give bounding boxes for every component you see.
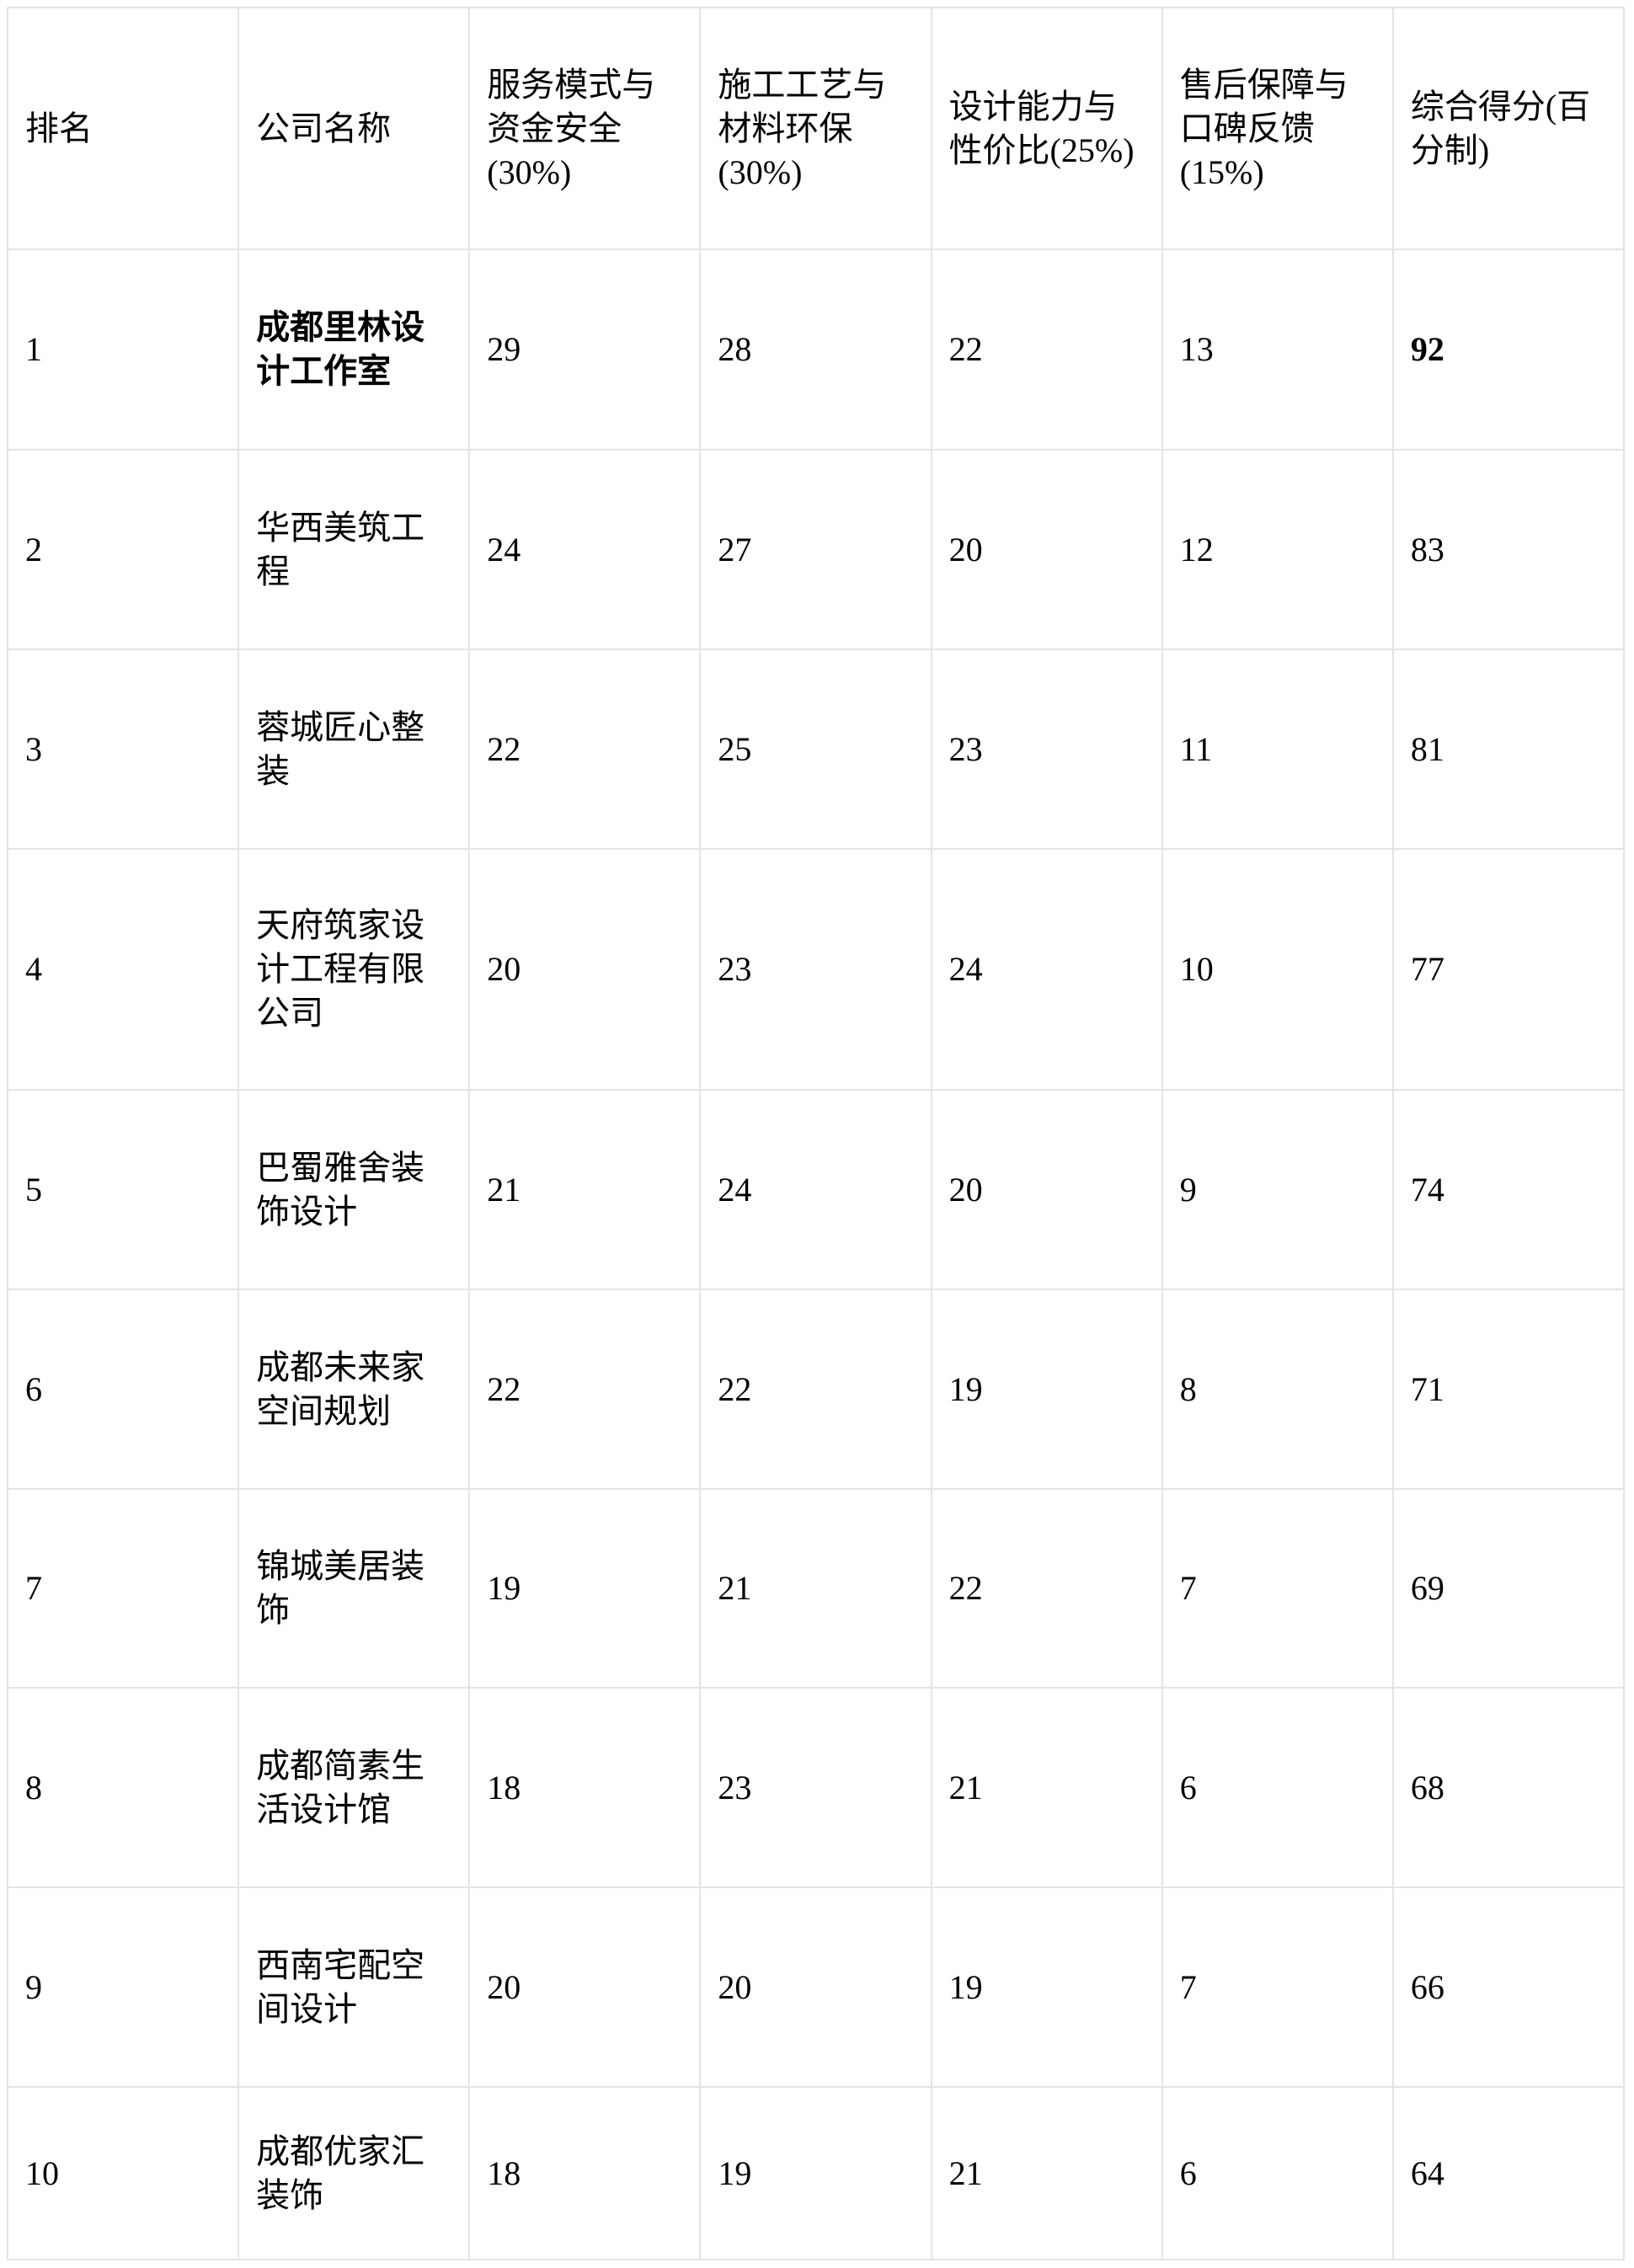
cell-total: 71 <box>1391 1289 1626 1490</box>
table-row: 8 成都简素生活设计馆 18 23 21 6 68 <box>6 1687 1626 1888</box>
cell-rank: 8 <box>6 1687 240 1888</box>
cell-design: 19 <box>930 1886 1163 2088</box>
cell-aftersale: 11 <box>1161 648 1394 850</box>
cell-rank: 10 <box>6 2086 240 2260</box>
cell-company: 巴蜀雅舍装饰设计 <box>238 1089 471 1290</box>
cell-design: 21 <box>930 1687 1163 1888</box>
column-header-aftersale: 售后保障与口碑反馈(15%) <box>1161 7 1394 250</box>
cell-company: 成都里林设计工作室 <box>238 248 471 451</box>
cell-rank: 2 <box>6 449 240 650</box>
table-row: 3 蓉城匠心整装 22 25 23 11 81 <box>6 648 1626 850</box>
cell-company: 成都优家汇装饰 <box>238 2086 471 2260</box>
cell-aftersale: 12 <box>1161 449 1394 650</box>
cell-service: 18 <box>468 2086 702 2260</box>
cell-service: 29 <box>468 248 702 451</box>
cell-aftersale: 13 <box>1161 248 1394 451</box>
cell-total: 68 <box>1391 1687 1626 1888</box>
column-header-service: 服务模式与资金安全(30%) <box>468 7 702 250</box>
cell-service: 22 <box>468 1289 702 1490</box>
cell-company: 天府筑家设计工程有限公司 <box>238 848 471 1091</box>
cell-craft: 24 <box>699 1089 932 1290</box>
cell-design: 24 <box>930 848 1163 1091</box>
table-row: 1 成都里林设计工作室 29 28 22 13 92 <box>6 248 1626 451</box>
cell-total: 64 <box>1391 2086 1626 2260</box>
cell-aftersale: 6 <box>1161 1687 1394 1888</box>
cell-craft: 27 <box>699 449 932 650</box>
cell-design: 23 <box>930 648 1163 850</box>
table-body: 1 成都里林设计工作室 29 28 22 13 92 2 华西美筑工程 24 2… <box>6 248 1626 2260</box>
cell-total: 77 <box>1391 848 1626 1091</box>
table-row: 9 西南宅配空间设计 20 20 19 7 66 <box>6 1886 1626 2088</box>
cell-craft: 21 <box>699 1488 932 1689</box>
header-row: 排名 公司名称 服务模式与资金安全(30%) 施工工艺与材料环保(30%) 设计… <box>6 7 1626 250</box>
cell-craft: 22 <box>699 1289 932 1490</box>
cell-total: 69 <box>1391 1488 1626 1689</box>
cell-rank: 3 <box>6 648 240 850</box>
cell-total: 74 <box>1391 1089 1626 1290</box>
cell-rank: 6 <box>6 1289 240 1490</box>
cell-company: 蓉城匠心整装 <box>238 648 471 850</box>
column-header-design: 设计能力与性价比(25%) <box>930 7 1163 250</box>
cell-company: 西南宅配空间设计 <box>238 1886 471 2088</box>
cell-design: 22 <box>930 1488 1163 1689</box>
cell-total: 66 <box>1391 1886 1626 2088</box>
cell-service: 19 <box>468 1488 702 1689</box>
table-row: 7 锦城美居装饰 19 21 22 7 69 <box>6 1488 1626 1689</box>
column-header-craft: 施工工艺与材料环保(30%) <box>699 7 932 250</box>
table-row: 10 成都优家汇装饰 18 19 21 6 64 <box>6 2086 1626 2260</box>
cell-aftersale: 8 <box>1161 1289 1394 1490</box>
table-header: 排名 公司名称 服务模式与资金安全(30%) 施工工艺与材料环保(30%) 设计… <box>6 7 1626 250</box>
cell-service: 18 <box>468 1687 702 1888</box>
cell-craft: 28 <box>699 248 932 451</box>
cell-total: 83 <box>1391 449 1626 650</box>
cell-company: 锦城美居装饰 <box>238 1488 471 1689</box>
cell-craft: 23 <box>699 1687 932 1888</box>
cell-service: 24 <box>468 449 702 650</box>
cell-aftersale: 9 <box>1161 1089 1394 1290</box>
cell-craft: 23 <box>699 848 932 1091</box>
cell-craft: 25 <box>699 648 932 850</box>
cell-design: 19 <box>930 1289 1163 1490</box>
cell-service: 21 <box>468 1089 702 1290</box>
cell-company: 华西美筑工程 <box>238 449 471 650</box>
column-header-company: 公司名称 <box>238 7 471 250</box>
table-row: 4 天府筑家设计工程有限公司 20 23 24 10 77 <box>6 848 1626 1091</box>
cell-design: 22 <box>930 248 1163 451</box>
cell-rank: 1 <box>6 248 240 451</box>
cell-rank: 5 <box>6 1089 240 1290</box>
cell-craft: 20 <box>699 1886 932 2088</box>
cell-design: 21 <box>930 2086 1163 2260</box>
table-row: 6 成都未来家空间规划 22 22 19 8 71 <box>6 1289 1626 1490</box>
cell-company: 成都未来家空间规划 <box>238 1289 471 1490</box>
cell-design: 20 <box>930 1089 1163 1290</box>
cell-craft: 19 <box>699 2086 932 2260</box>
cell-aftersale: 7 <box>1161 1886 1394 2088</box>
cell-aftersale: 10 <box>1161 848 1394 1091</box>
cell-aftersale: 7 <box>1161 1488 1394 1689</box>
cell-total: 92 <box>1391 248 1626 451</box>
cell-aftersale: 6 <box>1161 2086 1394 2260</box>
cell-service: 20 <box>468 848 702 1091</box>
cell-design: 20 <box>930 449 1163 650</box>
cell-service: 20 <box>468 1886 702 2088</box>
table-row: 2 华西美筑工程 24 27 20 12 83 <box>6 449 1626 650</box>
cell-service: 22 <box>468 648 702 850</box>
cell-rank: 7 <box>6 1488 240 1689</box>
cell-company: 成都简素生活设计馆 <box>238 1687 471 1888</box>
cell-total: 81 <box>1391 648 1626 850</box>
cell-rank: 4 <box>6 848 240 1091</box>
table-row: 5 巴蜀雅舍装饰设计 21 24 20 9 74 <box>6 1089 1626 1290</box>
column-header-rank: 排名 <box>6 7 240 250</box>
company-ranking-table: 排名 公司名称 服务模式与资金安全(30%) 施工工艺与材料环保(30%) 设计… <box>6 7 1626 2260</box>
cell-rank: 9 <box>6 1886 240 2088</box>
column-header-total: 综合得分(百分制) <box>1391 7 1626 250</box>
